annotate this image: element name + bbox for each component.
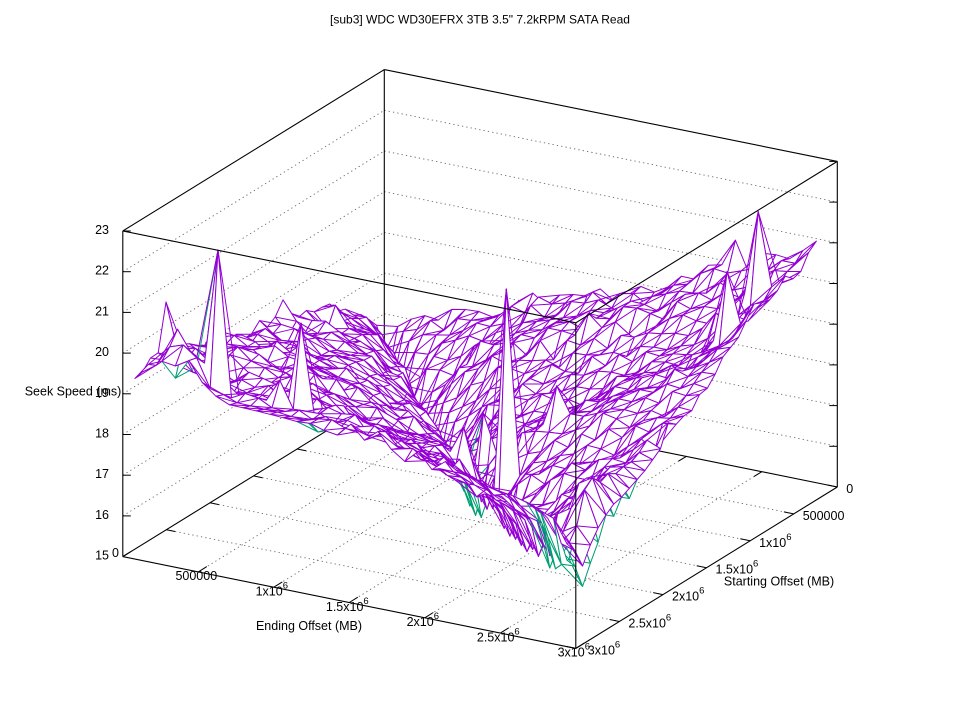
svg-text:1x106: 1x106: [759, 532, 791, 550]
svg-text:3x106: 3x106: [588, 639, 620, 657]
svg-text:0: 0: [112, 546, 119, 560]
svg-text:Ending Offset (MB): Ending Offset (MB): [256, 619, 362, 633]
svg-text:Starting Offset (MB): Starting Offset (MB): [724, 574, 834, 588]
svg-text:1.5x106: 1.5x106: [716, 559, 759, 577]
svg-text:500000: 500000: [803, 509, 845, 523]
svg-text:1x106: 1x106: [256, 581, 288, 599]
svg-text:500000: 500000: [175, 569, 217, 583]
svg-text:2.5x106: 2.5x106: [628, 613, 671, 631]
svg-text:22: 22: [95, 264, 109, 278]
svg-text:23: 23: [95, 223, 109, 237]
svg-text:17: 17: [95, 467, 109, 481]
svg-text:2x106: 2x106: [672, 586, 704, 604]
svg-text:21: 21: [95, 304, 109, 318]
svg-text:2.5x106: 2.5x106: [477, 626, 520, 644]
svg-text:1.5x106: 1.5x106: [326, 596, 369, 614]
svg-text:20: 20: [95, 345, 109, 359]
svg-text:19: 19: [95, 386, 109, 400]
svg-text:18: 18: [95, 427, 109, 441]
svg-text:15: 15: [95, 549, 109, 563]
svg-text:3x106: 3x106: [558, 642, 590, 660]
svg-text:2x106: 2x106: [407, 611, 439, 629]
svg-text:[sub3] WDC WD30EFRX 3TB 3.5" 7: [sub3] WDC WD30EFRX 3TB 3.5" 7.2kRPM SAT…: [330, 13, 630, 27]
svg-text:Seek Speed (ms): Seek Speed (ms): [25, 385, 122, 399]
svg-text:16: 16: [95, 508, 109, 522]
svg-text:0: 0: [846, 482, 853, 496]
